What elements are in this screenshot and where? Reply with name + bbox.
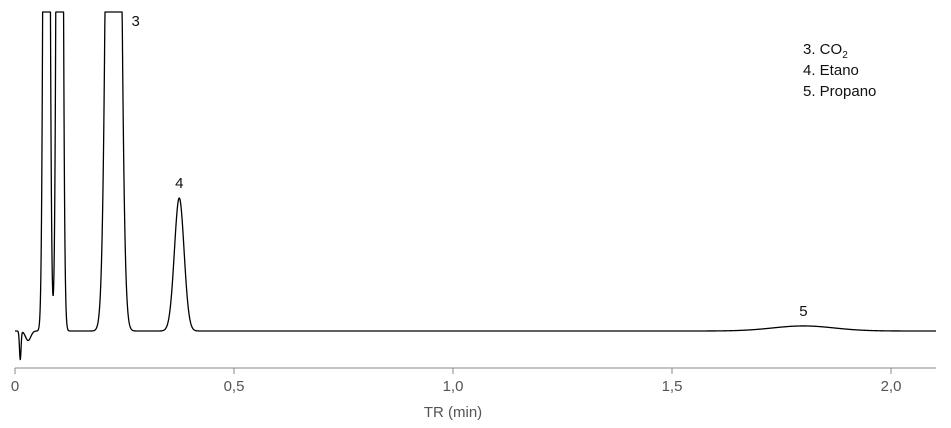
x-axis-ticks: 0 0,5 1,0 1,5 2,0 <box>11 368 902 395</box>
x-axis-title: TR (min) <box>424 404 482 421</box>
legend-entry: 3. CO2 <box>803 41 848 61</box>
legend-entry: 4. Etano <box>803 62 859 79</box>
legend-entry: 5. Propano <box>803 83 876 100</box>
x-tick-label: 2,0 <box>881 378 902 395</box>
x-tick-label: 1,5 <box>662 378 683 395</box>
peak-labels: 3 4 5 <box>132 13 808 320</box>
x-tick-label: 0,5 <box>224 378 245 395</box>
peak-label-4: 4 <box>175 175 183 192</box>
chromatogram-trace <box>14 11 937 361</box>
peak-label-5: 5 <box>799 303 807 320</box>
x-tick-label: 0 <box>11 378 19 395</box>
x-tick-label: 1,0 <box>443 378 464 395</box>
plot-area <box>14 11 937 361</box>
peak-label-3: 3 <box>132 13 140 30</box>
